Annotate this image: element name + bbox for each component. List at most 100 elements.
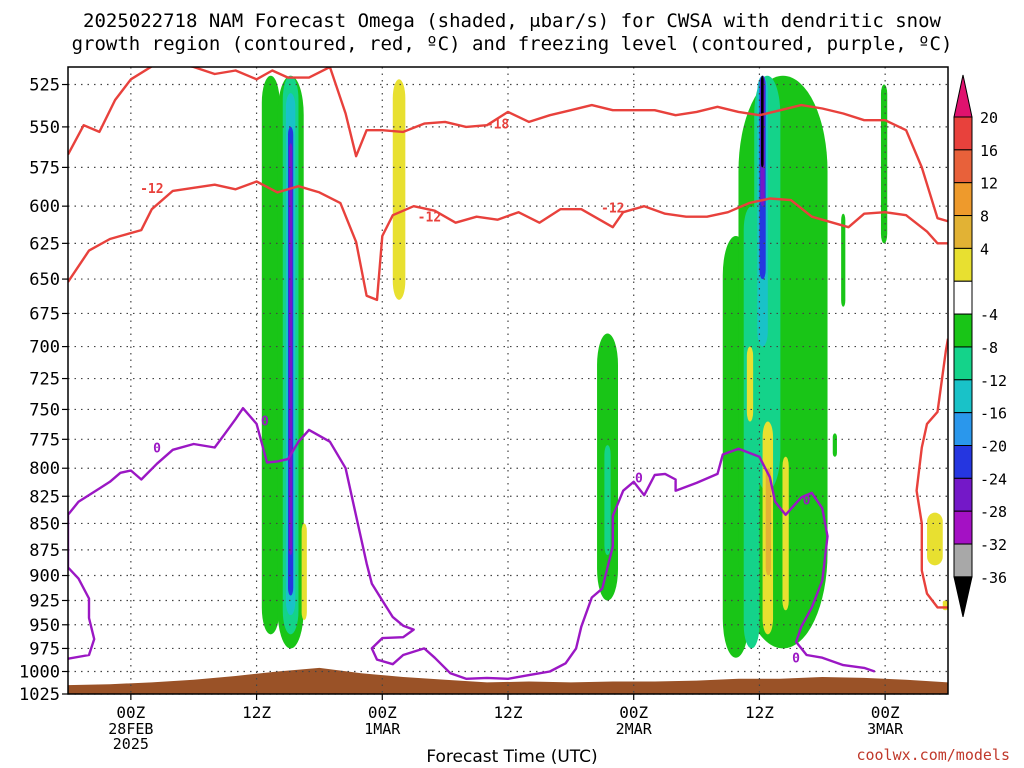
colorbar-swatch-8 (953, 379, 973, 414)
colorbar-label-6: -8 (980, 339, 998, 357)
colorbar-label-10: -24 (980, 470, 1007, 488)
contour-freezing-3 (68, 407, 876, 680)
x-axis-title: Forecast Time (UTC) (426, 747, 598, 767)
colorbar-swatch-9 (953, 412, 973, 446)
colorbar-swatch-1 (953, 149, 973, 184)
contour-label-3-4: 0 (792, 652, 800, 667)
colorbar-label-7: -12 (980, 372, 1007, 390)
contour-label-3-0: 0 (153, 441, 161, 456)
colorbar-label-13: -36 (980, 569, 1007, 587)
y-tick-label-9: 750 (29, 400, 60, 420)
omega-region-26 (942, 600, 948, 611)
y-tick-label-14: 875 (29, 541, 60, 561)
contour-label-3-2: 0 (635, 471, 643, 486)
y-tick-label-19: 1000 (19, 663, 60, 683)
omega-region-0 (261, 75, 280, 635)
colorbar-swatch-5 (953, 280, 973, 315)
colorbar-swatch-2 (953, 182, 973, 217)
contours (68, 67, 948, 680)
colorbar-label-1: 16 (980, 142, 998, 160)
x-tick-label-3: 12Z (494, 703, 523, 722)
colorbar-swatch-13 (953, 543, 973, 578)
omega-region-7 (392, 79, 406, 300)
x-tick-label-6: 00Z (871, 703, 900, 722)
omega-region-6 (301, 523, 307, 620)
omega-region-24 (880, 84, 888, 244)
x-tick-sublabel-0-0: 28FEB (108, 720, 153, 738)
x-tick-sublabel-6-0: 3MAR (867, 720, 904, 738)
x-tick-label-2: 00Z (368, 703, 397, 722)
x-tick-label-1: 12Z (242, 703, 271, 722)
omega-region-20 (765, 468, 771, 576)
chart-title-line1: 2025022718 NAM Forecast Omega (shaded, μ… (83, 10, 941, 32)
contour-temperature-2 (915, 338, 948, 609)
colorbar-label-8: -16 (980, 405, 1007, 423)
y-tick-label-18: 975 (29, 639, 60, 659)
terrain-area (68, 667, 948, 694)
x-tick-label-5: 12Z (745, 703, 774, 722)
x-tick-label-4: 00Z (619, 703, 648, 722)
contour-label-1-2: -12 (601, 202, 624, 217)
omega-region-22 (841, 213, 846, 307)
colorbar-label-9: -20 (980, 438, 1007, 456)
y-tick-label-17: 950 (29, 616, 60, 636)
colorbar-bottom-arrow (953, 576, 973, 618)
colorbar-label-3: 8 (980, 208, 989, 226)
colorbar-swatch-0 (953, 116, 973, 151)
omega-shading (261, 75, 948, 658)
omega-region-25 (927, 512, 943, 566)
colorbar-swatch-4 (953, 247, 973, 282)
colorbar-swatch-11 (953, 477, 973, 512)
colorbar-label-0: 20 (980, 109, 998, 127)
contour-label-1-0: -12 (140, 182, 163, 197)
omega-region-18 (746, 346, 754, 422)
y-tick-label-11: 800 (29, 459, 60, 479)
colorbar-swatch-7 (953, 346, 973, 381)
colorbar-swatch-6 (953, 313, 973, 348)
y-tick-label-13: 850 (29, 514, 60, 534)
y-axis: 525 550 575 600 625 650 675 700 725 750 775 800 825 8… (19, 76, 68, 705)
y-tick-label-2: 575 (29, 158, 60, 178)
colorbar: 20 16 12 8 4 -4 -8 -12 -16 -20 -24 -28 -32 -36 (953, 74, 1007, 618)
y-tick-label-0: 525 (29, 76, 60, 96)
y-tick-label-20: 1025 (19, 685, 60, 705)
chart-title-line2: growth region (contoured, red, ºC) and f… (71, 33, 953, 55)
colorbar-label-12: -32 (980, 536, 1007, 554)
contour-label-1-1: -12 (418, 211, 441, 226)
contour-temperature-0 (68, 67, 948, 223)
y-tick-label-4: 625 (29, 234, 60, 254)
y-tick-label-8: 725 (29, 370, 60, 390)
omega-region-17 (761, 75, 764, 168)
colorbar-label-5: -4 (980, 306, 998, 324)
y-tick-label-7: 700 (29, 338, 60, 358)
y-tick-label-5: 650 (29, 270, 60, 290)
y-tick-label-12: 825 (29, 487, 60, 507)
y-tick-label-16: 925 (29, 591, 60, 611)
contour-label-3-3: 0 (803, 494, 811, 509)
colorbar-label-11: -28 (980, 503, 1007, 521)
terrain-fill (68, 667, 948, 694)
y-tick-label-1: 550 (29, 118, 60, 138)
x-tick-sublabel-2-0: 1MAR (364, 720, 401, 738)
colorbar-top-arrow (953, 74, 973, 118)
contour-temperature-1 (68, 180, 948, 302)
credit-text: coolwx.com/models (856, 746, 1010, 764)
colorbar-swatch-10 (953, 445, 973, 479)
contour-label-3-1: 0 (261, 414, 269, 429)
y-tick-label-10: 775 (29, 430, 60, 450)
x-tick-label-0: 00Z (116, 703, 145, 722)
omega-region-5 (289, 143, 293, 556)
colorbar-swatch-12 (953, 510, 973, 545)
x-tick-sublabel-0-1: 2025 (113, 735, 149, 753)
omega-region-23 (832, 433, 837, 457)
omega-region-9 (604, 445, 611, 556)
grid (68, 67, 948, 695)
colorbar-swatch-3 (953, 215, 973, 249)
y-tick-label-3: 600 (29, 197, 60, 217)
x-tick-sublabel-4-0: 2MAR (616, 720, 653, 738)
y-tick-label-15: 900 (29, 567, 60, 587)
contour-label-0-0: -18 (486, 118, 510, 133)
y-tick-label-6: 675 (29, 304, 60, 324)
contour-labels: -18 -12 -12 -12 0 0 0 0 0 (140, 118, 811, 667)
